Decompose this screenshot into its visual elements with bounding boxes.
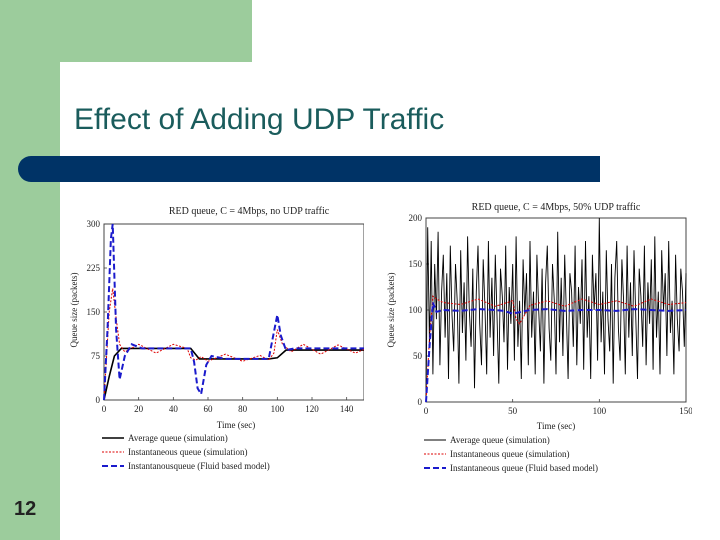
x-axis-label: Time (sec) xyxy=(217,420,255,430)
title-underline-bar xyxy=(18,156,600,182)
slide-top-band xyxy=(60,0,252,62)
x-tick-label: 20 xyxy=(134,404,144,414)
y-tick-label: 0 xyxy=(96,395,101,405)
series-line-dashed xyxy=(425,302,687,403)
legend-label: Instantaneous queue (simulation) xyxy=(128,447,247,457)
y-tick-label: 100 xyxy=(409,305,423,315)
x-tick-label: 60 xyxy=(204,404,214,414)
y-tick-label: 150 xyxy=(409,259,423,269)
x-tick-label: 100 xyxy=(271,404,285,414)
x-tick-label: 120 xyxy=(305,404,319,414)
y-tick-label: 50 xyxy=(413,351,423,361)
legend: Average queue (simulation) Instantaneous … xyxy=(424,435,598,473)
legend-label: Instantaneous queue (simulation) xyxy=(450,449,569,459)
x-axis-label: Time (sec) xyxy=(537,421,575,431)
tick-labels: 0 20 40 60 80 100 120 140 0 75 150 225 300 xyxy=(87,219,354,414)
tick-labels: 0 50 100 150 0 50 100 150 200 xyxy=(409,213,693,416)
slide-title: Effect of Adding UDP Traffic xyxy=(74,103,445,136)
x-tick-label: 0 xyxy=(102,404,107,414)
x-tick-label: 40 xyxy=(169,404,179,414)
y-tick-label: 0 xyxy=(418,397,423,407)
x-tick-label: 0 xyxy=(424,406,429,416)
x-tick-label: 150 xyxy=(679,406,692,416)
x-tick-label: 100 xyxy=(593,406,607,416)
series-line-solid xyxy=(103,347,364,401)
series-line-solid xyxy=(425,217,687,403)
series-lines xyxy=(425,217,687,403)
x-tick-label: 80 xyxy=(238,404,248,414)
y-tick-label: 150 xyxy=(87,307,101,317)
series-line-dotted xyxy=(103,288,364,401)
y-axis-label: Queue size (packets) xyxy=(386,273,396,348)
series-line-dotted xyxy=(425,295,687,403)
chart-no-udp: RED queue, C = 4Mbps, no UDP traffic Que… xyxy=(69,206,364,471)
y-tick-label: 300 xyxy=(87,219,101,229)
x-tick-label: 50 xyxy=(508,406,518,416)
legend-label: Instantanousqueue (Fluid based model) xyxy=(128,461,270,471)
chart-title: RED queue, C = 4Mbps, no UDP traffic xyxy=(169,206,330,217)
slide-left-band xyxy=(0,0,60,540)
legend: Average queue (simulation) Instantaneous … xyxy=(102,433,270,471)
chart-50pct-udp: RED queue, C = 4Mbps, 50% UDP traffic Qu… xyxy=(386,202,693,473)
plot-frame xyxy=(103,223,364,401)
y-axis-label: Queue size (packets) xyxy=(69,273,79,348)
legend-label: Instantaneous queue (Fluid based model) xyxy=(450,463,598,473)
y-tick-label: 200 xyxy=(409,213,423,223)
legend-label: Average queue (simulation) xyxy=(128,433,228,443)
legend-label: Average queue (simulation) xyxy=(450,435,550,445)
chart-title: RED queue, C = 4Mbps, 50% UDP traffic xyxy=(472,202,641,213)
series-lines xyxy=(103,223,364,401)
series-line-dashed xyxy=(103,223,364,401)
y-tick-label: 75 xyxy=(91,351,101,361)
x-tick-label: 140 xyxy=(340,404,354,414)
y-tick-label: 225 xyxy=(87,263,101,273)
slide-number: 12 xyxy=(14,498,37,520)
